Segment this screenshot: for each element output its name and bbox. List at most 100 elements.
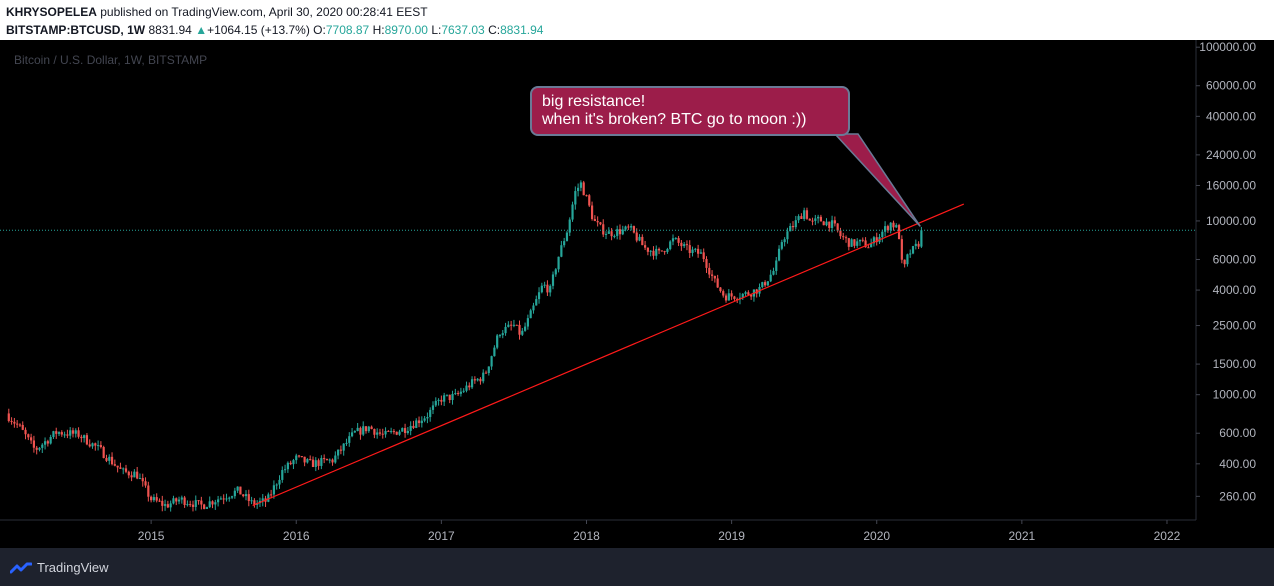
candle-body <box>71 430 75 434</box>
close-value: 8831.94 <box>500 23 544 37</box>
candle <box>91 442 94 449</box>
candle-body <box>286 462 289 470</box>
candle <box>789 223 792 232</box>
candle-body <box>150 496 153 501</box>
candle <box>546 280 549 296</box>
annotation-callout[interactable]: big resistance! when it's broken? BTC go… <box>530 86 850 136</box>
candle <box>917 241 920 250</box>
candle <box>66 429 69 439</box>
candle <box>94 442 97 451</box>
candle <box>144 477 147 488</box>
candle <box>537 287 541 304</box>
candle-body <box>507 324 510 327</box>
candle <box>102 445 105 459</box>
candle <box>384 427 387 438</box>
candle <box>677 235 680 247</box>
candle <box>713 275 716 283</box>
candle <box>797 214 800 224</box>
candle <box>900 235 903 264</box>
candle <box>459 387 463 397</box>
y-axis-panel <box>1197 40 1274 548</box>
candle <box>560 240 563 258</box>
candle <box>364 426 368 434</box>
candle-body <box>297 455 301 457</box>
candle <box>465 381 468 393</box>
price-chart[interactable]: 8831.944d 3h 260.00 400.00 600.00 1000.00 15… <box>0 40 1274 548</box>
tradingview-logo[interactable]: TradingView <box>10 560 109 575</box>
y-tick-label: 260.00 <box>1219 489 1256 503</box>
candle <box>886 224 889 233</box>
candle-body <box>454 393 457 395</box>
candle <box>554 268 557 277</box>
candle <box>60 430 63 437</box>
candle <box>850 238 853 247</box>
candle-body <box>504 326 507 334</box>
candle <box>250 496 253 505</box>
candle <box>300 456 303 458</box>
candle <box>359 426 362 440</box>
candle-body <box>244 494 248 497</box>
candle <box>289 460 292 466</box>
candle-body <box>217 499 220 503</box>
candle <box>803 207 806 222</box>
candle-body <box>35 447 38 450</box>
candle-body <box>577 187 580 192</box>
candle-body <box>920 230 923 247</box>
candle-body <box>228 497 231 499</box>
candle-body <box>716 278 719 288</box>
candle <box>579 180 583 192</box>
candle <box>624 225 627 232</box>
candle-body <box>80 436 83 439</box>
candle <box>390 427 393 434</box>
candle <box>63 431 66 438</box>
candle-body <box>253 500 256 505</box>
y-tick-label: 16000.00 <box>1206 178 1256 192</box>
trend-line <box>252 203 965 507</box>
candle-body <box>225 498 228 500</box>
candle-body <box>250 500 253 502</box>
candle <box>825 218 828 227</box>
candle-body <box>451 393 454 401</box>
candle-body <box>77 430 80 437</box>
candle <box>775 257 778 275</box>
chart-area[interactable]: 8831.944d 3h 260.00 400.00 600.00 1000.00 15… <box>0 40 1274 548</box>
candle-body <box>705 259 708 268</box>
y-tick-label: 1000.00 <box>1213 388 1257 402</box>
candle-body <box>96 445 100 447</box>
candle <box>727 289 730 301</box>
candle <box>230 495 234 500</box>
candle <box>197 500 200 505</box>
candle <box>602 219 605 238</box>
candle <box>177 496 181 505</box>
candle <box>814 214 817 225</box>
candle-body <box>777 248 781 261</box>
candle-body <box>88 444 91 447</box>
candle-body <box>783 239 786 243</box>
candle-body <box>571 204 574 220</box>
candle-body <box>892 222 895 228</box>
candle <box>766 281 769 287</box>
candle-body <box>122 468 125 470</box>
candle <box>233 487 236 499</box>
candle <box>680 239 683 251</box>
candle-body <box>390 431 393 433</box>
candle-body <box>763 282 767 286</box>
candle-body <box>13 421 16 424</box>
symbol-label: BITSTAMP:BTCUSD, 1W <box>6 23 146 37</box>
author-name[interactable]: KHRYSOPELEA <box>6 5 97 19</box>
candle <box>429 407 432 422</box>
candle-body <box>283 469 287 471</box>
candle-body <box>367 426 370 432</box>
candle <box>577 183 580 197</box>
candle-body <box>856 241 859 246</box>
candle-body <box>786 231 789 240</box>
candle-body <box>551 274 555 286</box>
candle-body <box>844 237 848 239</box>
candle-body <box>403 428 407 434</box>
candle-body <box>515 324 518 326</box>
candle <box>155 493 158 503</box>
candle-body <box>750 294 753 297</box>
candle <box>451 390 454 405</box>
candle-body <box>875 237 878 243</box>
candle-body <box>621 229 624 235</box>
